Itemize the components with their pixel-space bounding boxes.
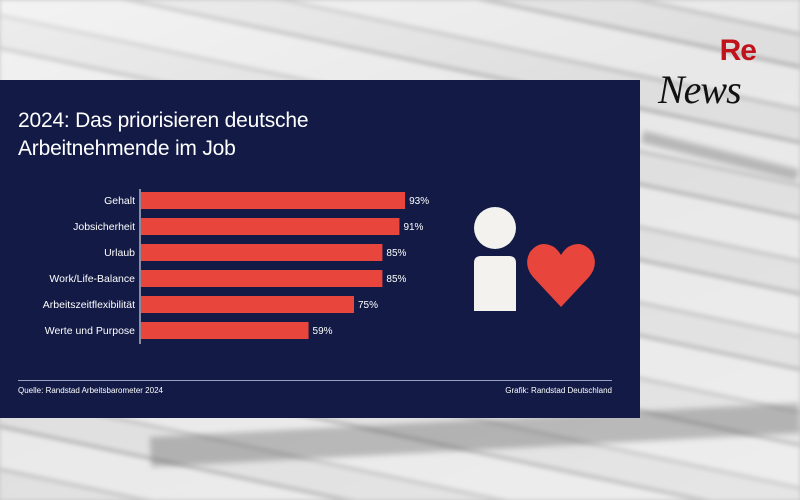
category-label: Gehalt	[104, 195, 135, 207]
chart-title-line-1: 2024: Das priorisieren deutsche	[18, 109, 309, 132]
bar	[141, 270, 383, 287]
bar	[141, 244, 383, 261]
chart-title: 2024: Das priorisieren deutsche Arbeitne…	[18, 107, 438, 163]
value-label: 91%	[403, 222, 423, 233]
value-label: 75%	[358, 300, 378, 311]
re-news-logo: Re News	[652, 30, 782, 130]
credit-note: Grafik: Randstad Deutschland	[505, 386, 612, 395]
logo-re-text: Re	[719, 34, 757, 67]
value-label: 85%	[386, 274, 406, 285]
bar	[141, 322, 309, 339]
chart-footer: Quelle: Randstad Arbeitsbarometer 2024 G…	[18, 380, 612, 395]
category-label: Jobsicherheit	[73, 221, 135, 233]
chart-title-line-2: Arbeitnehmende im Job	[18, 137, 236, 160]
source-note: Quelle: Randstad Arbeitsbarometer 2024	[18, 386, 163, 395]
illustration	[468, 207, 598, 317]
person-icon	[474, 207, 516, 311]
chart-card: 2024: Das priorisieren deutsche Arbeitne…	[0, 80, 640, 418]
heart-icon	[527, 243, 595, 307]
category-label: Werte und Purpose	[45, 325, 135, 337]
bar	[141, 296, 354, 313]
bar	[141, 192, 406, 209]
category-label: Arbeitszeitflexibilität	[43, 299, 135, 311]
value-label: 59%	[313, 326, 333, 337]
bar-chart: Gehalt 93% Jobsicherheit 91% Urlaub 85% Work/L…	[43, 189, 429, 344]
category-label: Urlaub	[104, 247, 135, 259]
logo-news-text: News	[658, 67, 742, 112]
value-label: 85%	[386, 248, 406, 259]
value-label: 93%	[409, 196, 429, 207]
category-label: Work/Life-Balance	[49, 273, 135, 285]
bar	[141, 218, 400, 235]
